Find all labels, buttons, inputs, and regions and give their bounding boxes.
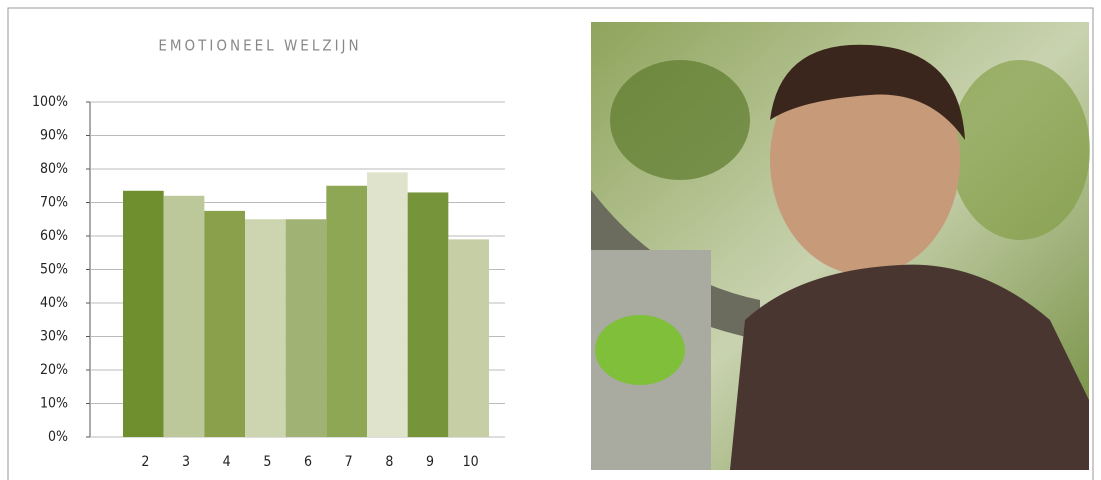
bar bbox=[326, 186, 367, 437]
y-tick-label: 20% bbox=[40, 362, 68, 378]
x-tick-label: 8 bbox=[385, 454, 393, 470]
x-tick-label: 10 bbox=[463, 454, 479, 470]
bar bbox=[408, 192, 449, 437]
y-tick-label: 90% bbox=[40, 128, 68, 144]
y-tick-label: 30% bbox=[40, 329, 68, 345]
x-tick-label: 9 bbox=[426, 454, 434, 470]
bar bbox=[245, 219, 286, 437]
x-tick-label: 5 bbox=[263, 454, 271, 470]
bar bbox=[164, 196, 205, 437]
y-tick-label: 80% bbox=[40, 161, 68, 177]
bar bbox=[123, 191, 164, 437]
y-tick-label: 60% bbox=[40, 228, 68, 244]
bar bbox=[367, 172, 408, 437]
x-tick-label: 7 bbox=[345, 454, 353, 470]
chart-title: EMOTIONEEL WELZIJN bbox=[158, 37, 361, 55]
y-tick-label: 100% bbox=[32, 94, 68, 110]
x-tick-label: 6 bbox=[304, 454, 312, 470]
y-tick-label: 70% bbox=[40, 195, 68, 211]
y-tick-label: 10% bbox=[40, 396, 68, 412]
y-tick-label: 40% bbox=[40, 295, 68, 311]
bar bbox=[448, 239, 489, 437]
photo bbox=[591, 22, 1090, 470]
bar bbox=[286, 219, 327, 437]
bar bbox=[204, 211, 245, 437]
x-tick-label: 4 bbox=[223, 454, 231, 470]
x-tick-label: 2 bbox=[141, 454, 149, 470]
y-tick-label: 0% bbox=[48, 429, 68, 445]
y-tick-label: 50% bbox=[40, 262, 68, 278]
x-tick-label: 3 bbox=[182, 454, 190, 470]
page: EMOTIONEEL WELZIJN 0% 10% 20% 30% 40% 50% 60% 7… bbox=[0, 0, 1101, 480]
